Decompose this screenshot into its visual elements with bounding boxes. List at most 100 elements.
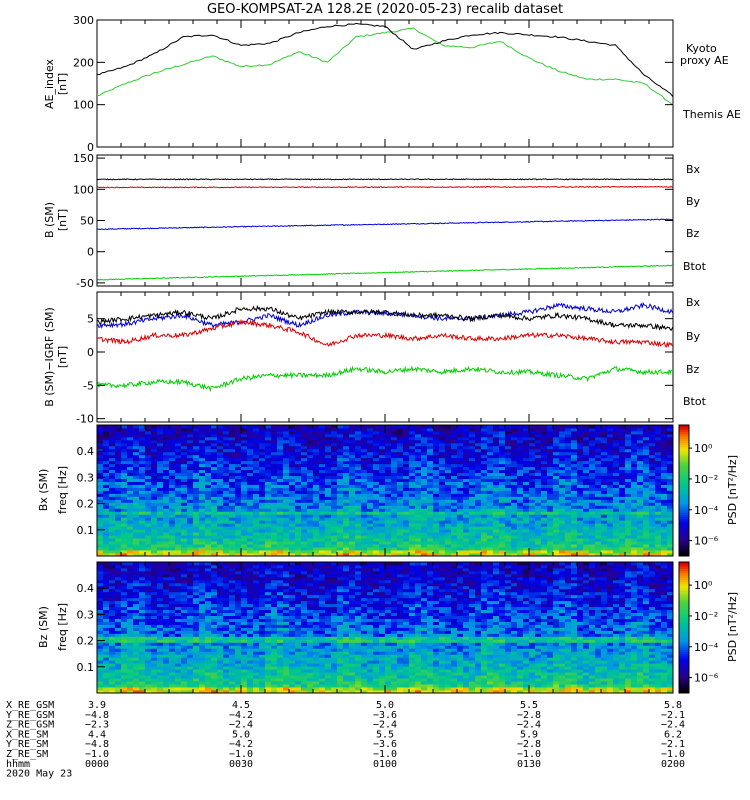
spectrogram-cell — [469, 484, 476, 488]
spectrogram-cell — [535, 508, 542, 512]
spectrogram-cell — [211, 442, 218, 447]
spectrogram-cell — [169, 523, 176, 527]
spectrogram-cell — [493, 541, 500, 545]
spectrogram-cell — [217, 517, 224, 521]
spectrogram-cell — [277, 499, 284, 503]
spectrogram-cell — [487, 517, 494, 521]
spectrogram-cell — [139, 627, 146, 631]
spectrogram-cell — [337, 505, 344, 509]
spectrogram-cell — [613, 550, 620, 554]
spectrogram-cell — [295, 463, 302, 468]
spectrogram-cell — [439, 496, 446, 500]
spectrogram-cell — [121, 579, 128, 584]
spectrogram-cell — [319, 496, 326, 500]
spectrogram-cell — [295, 433, 302, 438]
spectrogram-cell — [115, 448, 122, 453]
spectrogram-cell — [97, 427, 104, 432]
spectrogram-cell — [415, 535, 422, 539]
spectrogram-cell — [631, 550, 638, 554]
spectrogram-cell — [175, 517, 182, 521]
spectrogram-cell — [619, 469, 626, 474]
spectrogram-cell — [109, 454, 116, 459]
spectrogram-cell — [565, 526, 572, 530]
spectrogram-cell — [661, 511, 668, 515]
spectrogram-cell — [271, 430, 278, 435]
spectrogram-cell — [115, 532, 122, 536]
spectrogram-cell — [277, 553, 284, 557]
spectrogram-cell — [445, 478, 452, 482]
spectrogram-cell — [553, 436, 560, 441]
spectrogram-cell — [469, 436, 476, 441]
spectrogram-cell — [589, 529, 596, 533]
spectrogram-cell — [487, 460, 494, 465]
spectrogram-cell — [385, 541, 392, 545]
spectrogram-cell — [325, 469, 332, 474]
spectrogram-cell — [283, 538, 290, 542]
spectrogram-cell — [397, 538, 404, 542]
spectrogram-cell — [427, 535, 434, 539]
spectrogram-cell — [499, 448, 506, 453]
spectrogram-cell — [613, 490, 620, 494]
spectrogram-cell — [601, 472, 608, 477]
spectrogram-cell — [367, 493, 374, 497]
spectrogram-cell — [415, 538, 422, 542]
spectrogram-cell — [547, 460, 554, 465]
spectrogram-cell — [469, 523, 476, 527]
spectrogram-cell — [565, 430, 572, 435]
spectrogram-cell — [217, 511, 224, 515]
spectrogram-cell — [577, 490, 584, 494]
colorbar-frame — [678, 424, 690, 557]
spectrogram-cell — [289, 517, 296, 521]
spectrogram-cell — [619, 514, 626, 518]
spectrogram-cell — [163, 529, 170, 533]
spectrogram-cell — [211, 448, 218, 453]
spectrogram-cell — [511, 469, 518, 474]
spectrogram-cell — [241, 478, 248, 482]
spectrogram-cell — [217, 451, 224, 456]
spectrogram-cell — [643, 511, 650, 515]
colorbar-step — [679, 494, 689, 498]
spectrogram-cell — [505, 469, 512, 474]
spectrogram-cell — [481, 493, 488, 497]
spectrogram-cell — [481, 472, 488, 477]
spectrogram-cell — [649, 487, 656, 491]
spectrogram-cell — [181, 553, 188, 557]
spectrogram-cell — [259, 505, 266, 509]
spectrogram-cell — [127, 427, 134, 432]
spectrogram-cell — [307, 430, 314, 435]
spectrogram-cell — [325, 448, 332, 453]
spectrogram-cell — [157, 439, 164, 444]
spectrogram-cell — [193, 508, 200, 512]
spectrogram-cell — [211, 427, 218, 432]
spectrogram-cell — [301, 508, 308, 512]
spectrogram-cell — [193, 425, 200, 429]
spectrogram-cell — [523, 478, 530, 482]
spectrogram-cell — [637, 520, 644, 524]
spectrogram-cell — [439, 535, 446, 539]
spectrogram-cell — [613, 547, 620, 551]
spectrogram-cell — [643, 481, 650, 485]
spectrogram-cell — [211, 439, 218, 444]
spectrogram-cell — [199, 511, 206, 515]
spectrogram-cell — [481, 427, 488, 432]
spectrogram-cell — [235, 439, 242, 444]
spectrogram-cell — [97, 570, 104, 575]
spectrogram-cell — [517, 490, 524, 494]
spectrogram-cell — [547, 448, 554, 453]
spectrogram-cell — [487, 499, 494, 503]
spectrogram-cell — [655, 547, 662, 551]
spectrogram-cell — [559, 535, 566, 539]
spectrogram-cell — [475, 496, 482, 500]
spectrogram-cell — [283, 481, 290, 485]
panel-b-igrf: -10-505 B (SM)−IGRF (SM) [nT] Bx By Bz B… — [43, 291, 707, 426]
spectrogram-cell — [139, 487, 146, 491]
spectrogram-cell — [427, 436, 434, 441]
spectrogram-cell — [421, 454, 428, 459]
spectrogram-cell — [205, 481, 212, 485]
spectrogram-cell — [655, 445, 662, 450]
spectrogram-cell — [667, 541, 674, 545]
spectrogram-cell — [373, 550, 380, 554]
spectrogram-cell — [421, 550, 428, 554]
spectrogram-cell — [145, 615, 152, 619]
spectrogram-cell — [307, 502, 314, 506]
